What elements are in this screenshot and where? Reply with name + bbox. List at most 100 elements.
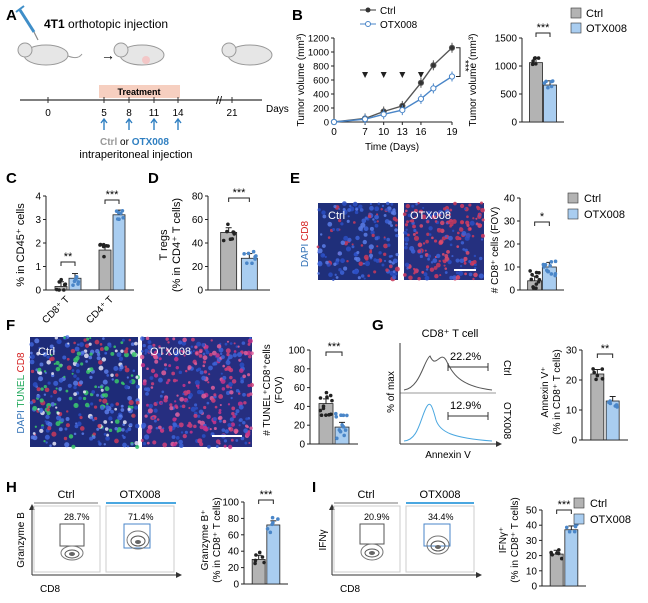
- cell-dot: [210, 339, 213, 342]
- cell-dot: [73, 380, 79, 386]
- cell-dot: [403, 273, 407, 277]
- cell-dot: [369, 226, 374, 231]
- cell-dot: [115, 373, 119, 377]
- cell-dot: [193, 424, 197, 429]
- cell-dot: [39, 362, 44, 367]
- y-tick-label: 100: [288, 346, 305, 357]
- y-tick-label: 20: [526, 551, 538, 562]
- cell-dot: [30, 369, 35, 374]
- cell-dot: [438, 259, 441, 263]
- cell-dot: [423, 272, 428, 277]
- data-point: [591, 367, 595, 371]
- cell-dot: [405, 242, 409, 246]
- panel-e: E DAPI CD8 Ctrl OTX008 # CD8⁺ cells (FOV…: [290, 170, 625, 297]
- cell-dot: [57, 397, 62, 402]
- cell-dot: [106, 402, 109, 406]
- cell-dot: [180, 431, 184, 434]
- cell-dot: [73, 374, 77, 378]
- cell-dot: [373, 270, 377, 274]
- data-point: [71, 283, 75, 287]
- cell-dot: [224, 342, 228, 346]
- cell-dot: [89, 367, 94, 372]
- cell-dot: [338, 208, 341, 211]
- cell-dot: [249, 336, 252, 340]
- cell-dot: [465, 232, 471, 238]
- cell-dot: [156, 401, 159, 404]
- panel-letter-a: A: [6, 7, 17, 24]
- data-point: [541, 262, 546, 267]
- cell-dot: [405, 228, 408, 231]
- data-point: [231, 230, 236, 235]
- cell-dot: [152, 343, 156, 347]
- cell-dot: [207, 426, 210, 429]
- data-point: [572, 529, 577, 534]
- cell-dot: [53, 362, 56, 366]
- cell-dot: [96, 352, 101, 357]
- cell-dot: [78, 380, 84, 385]
- cell-dot: [128, 423, 133, 427]
- cell-dot: [186, 400, 189, 403]
- cell-dot: [228, 382, 233, 387]
- x-category-label: CD8⁺ T: [40, 294, 72, 326]
- data-point: [448, 73, 456, 80]
- y-tick-label: 800: [313, 62, 329, 73]
- cell-dot: [144, 348, 149, 353]
- cell-dot: [247, 342, 251, 346]
- cell-dot: [119, 414, 122, 418]
- y-tick-label: 2: [35, 239, 41, 250]
- cell-dot: [122, 442, 127, 448]
- y-tick-label: 0: [299, 440, 305, 451]
- cell-dot: [351, 243, 354, 246]
- cell-dot: [352, 201, 358, 207]
- cell-dot: [414, 216, 417, 219]
- data-point: [549, 272, 554, 276]
- cell-dot: [139, 354, 145, 360]
- significance-marker: **: [64, 251, 73, 263]
- cell-dot: [223, 444, 227, 448]
- data-point: [270, 515, 275, 520]
- cell-dot: [327, 236, 331, 239]
- cell-dot: [216, 344, 222, 349]
- cell-dot: [97, 423, 102, 429]
- cell-dot: [125, 347, 129, 351]
- cell-dot: [404, 245, 408, 250]
- cell-dot: [431, 236, 434, 240]
- cell-dot: [150, 386, 154, 389]
- cell-dot: [392, 275, 397, 280]
- x-tick-label: 19: [446, 127, 458, 138]
- cell-dot: [76, 369, 80, 374]
- cell-dot: [440, 220, 445, 226]
- data-point: [333, 411, 338, 416]
- cell-dot: [415, 202, 418, 206]
- cell-dot: [135, 384, 140, 389]
- cell-dot: [135, 444, 140, 449]
- cell-dot: [50, 353, 53, 357]
- cell-dot: [404, 262, 410, 268]
- panel-letter-h: H: [6, 479, 17, 496]
- cell-dot: [146, 428, 152, 434]
- cell-dot: [225, 360, 231, 366]
- i-otx-header: OTX008: [420, 489, 461, 501]
- otx-group: OTX008: [132, 137, 170, 148]
- cell-dot: [211, 398, 216, 403]
- otx-contour: [426, 535, 450, 555]
- timeline-ticks: 0 5 8 11 14 21: [45, 97, 238, 130]
- cell-dot: [234, 412, 238, 416]
- cell-dot: [230, 438, 234, 442]
- cell-dot: [208, 373, 211, 376]
- cell-dot: [244, 441, 248, 445]
- cell-dot: [84, 343, 90, 348]
- data-point: [114, 209, 119, 213]
- cell-dot: [70, 348, 76, 354]
- cell-dot: [383, 214, 387, 217]
- data-point: [559, 556, 564, 561]
- cell-dot: [167, 341, 170, 344]
- cell-dot: [113, 345, 116, 349]
- cell-dot: [480, 233, 485, 238]
- cell-dot: [89, 352, 93, 356]
- cell-dot: [81, 432, 85, 435]
- cell-dot: [196, 341, 202, 347]
- cell-dot: [335, 276, 339, 279]
- legend-otx: OTX008: [380, 20, 418, 31]
- cell-dot: [104, 352, 108, 355]
